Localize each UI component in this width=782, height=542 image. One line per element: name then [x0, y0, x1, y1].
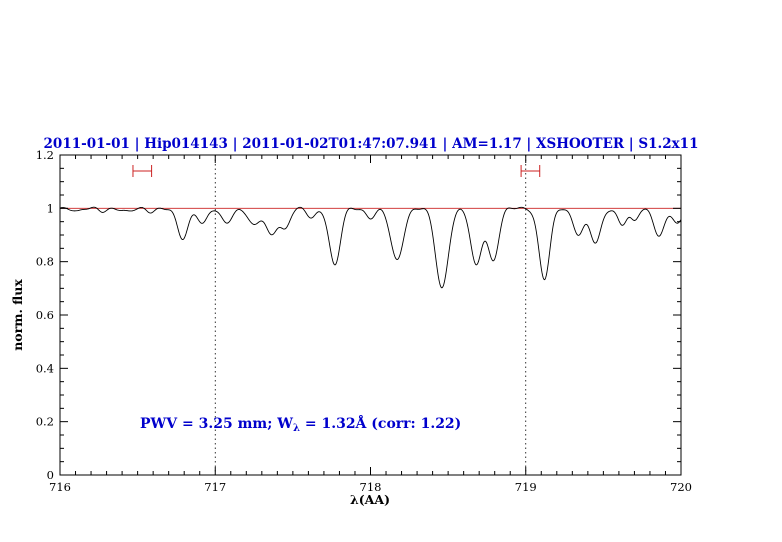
annotation-lambda-subscript: λ [293, 423, 300, 434]
annotation-part2: = 1.32Å (corr: 1.22) [300, 414, 461, 432]
y-tick-label: 0.6 [36, 308, 54, 322]
y-tick-label: 0.2 [36, 415, 54, 429]
y-tick-label: 0.4 [36, 361, 54, 375]
x-tick-label: 718 [360, 480, 382, 494]
x-tick-label: 719 [515, 480, 537, 494]
x-axis-label: λ(AA) [350, 492, 390, 507]
chart-title: 2011-01-01 | Hip014143 | 2011-01-02T01:4… [44, 136, 699, 152]
annotation-text: PWV = 3.25 mm; Wλ = 1.32Å (corr: 1.22) [140, 414, 461, 434]
x-tick-label: 717 [204, 480, 226, 494]
x-tick-label: 720 [670, 480, 692, 494]
spectrum-line [59, 206, 682, 289]
y-tick-label: 1 [47, 201, 54, 215]
plot-border [59, 154, 682, 476]
y-axis-label: norm. flux [10, 279, 25, 351]
y-tick-label: 1.2 [36, 148, 54, 162]
annotation-part1: PWV = 3.25 mm; W [140, 416, 293, 432]
y-tick-label: 0.8 [36, 255, 54, 269]
x-tick-label: 716 [49, 480, 71, 494]
y-tick-label: 0 [47, 468, 54, 482]
